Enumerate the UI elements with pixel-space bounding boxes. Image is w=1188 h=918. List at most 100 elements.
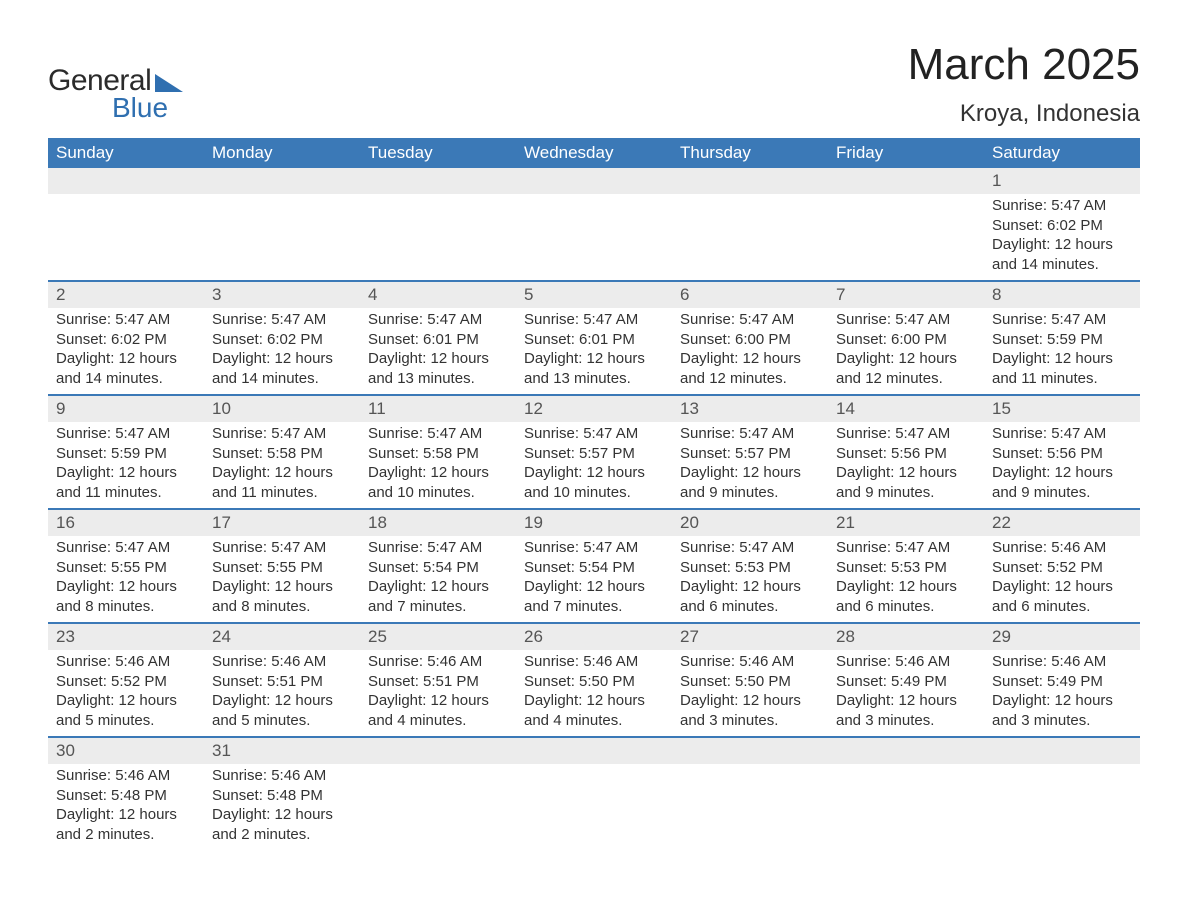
day1-text: Daylight: 12 hours — [992, 349, 1132, 369]
daynum-cell — [672, 737, 828, 764]
day-number: 20 — [672, 510, 828, 536]
day2-text: and 12 minutes. — [836, 369, 976, 389]
day2-text: and 6 minutes. — [836, 597, 976, 617]
day2-text: and 6 minutes. — [992, 597, 1132, 617]
sunrise-text: Sunrise: 5:46 AM — [680, 652, 820, 672]
detail-cell: Sunrise: 5:46 AMSunset: 5:51 PMDaylight:… — [360, 650, 516, 737]
detail-cell — [360, 764, 516, 850]
detail-cell: Sunrise: 5:46 AMSunset: 5:52 PMDaylight:… — [984, 536, 1140, 623]
brand-triangle-icon — [155, 74, 183, 92]
detail-row: Sunrise: 5:47 AMSunset: 6:02 PMDaylight:… — [48, 194, 1140, 281]
sunset-text: Sunset: 5:59 PM — [56, 444, 196, 464]
daynum-cell: 22 — [984, 509, 1140, 536]
daynum-cell: 18 — [360, 509, 516, 536]
sunrise-text: Sunrise: 5:47 AM — [680, 310, 820, 330]
day-number: 23 — [48, 624, 204, 650]
day1-text: Daylight: 12 hours — [836, 691, 976, 711]
day-number: 16 — [48, 510, 204, 536]
detail-cell — [516, 764, 672, 850]
day-number: 18 — [360, 510, 516, 536]
sunset-text: Sunset: 5:58 PM — [368, 444, 508, 464]
daynum-cell: 24 — [204, 623, 360, 650]
day2-text: and 11 minutes. — [212, 483, 352, 503]
detail-cell: Sunrise: 5:46 AMSunset: 5:50 PMDaylight:… — [672, 650, 828, 737]
day1-text: Daylight: 12 hours — [56, 349, 196, 369]
sunrise-text: Sunrise: 5:46 AM — [992, 652, 1132, 672]
sunset-text: Sunset: 5:50 PM — [680, 672, 820, 692]
header: General Blue March 2025 Kroya, Indonesia — [48, 40, 1140, 128]
detail-cell — [828, 764, 984, 850]
sunset-text: Sunset: 5:53 PM — [680, 558, 820, 578]
sunrise-text: Sunrise: 5:46 AM — [212, 652, 352, 672]
daynum-row: 16171819202122 — [48, 509, 1140, 536]
daynum-cell: 26 — [516, 623, 672, 650]
day2-text: and 12 minutes. — [680, 369, 820, 389]
day1-text: Daylight: 12 hours — [524, 349, 664, 369]
daynum-row: 1 — [48, 168, 1140, 194]
sunrise-text: Sunrise: 5:46 AM — [56, 652, 196, 672]
day1-text: Daylight: 12 hours — [56, 577, 196, 597]
sunset-text: Sunset: 5:58 PM — [212, 444, 352, 464]
day1-text: Daylight: 12 hours — [368, 349, 508, 369]
sunset-text: Sunset: 5:55 PM — [56, 558, 196, 578]
daynum-cell — [828, 737, 984, 764]
day-number: 28 — [828, 624, 984, 650]
day2-text: and 7 minutes. — [524, 597, 664, 617]
day1-text: Daylight: 12 hours — [680, 349, 820, 369]
daynum-cell: 20 — [672, 509, 828, 536]
day1-text: Daylight: 12 hours — [836, 463, 976, 483]
day-number: 19 — [516, 510, 672, 536]
sunrise-text: Sunrise: 5:47 AM — [368, 424, 508, 444]
col-thursday: Thursday — [672, 138, 828, 168]
daynum-cell: 17 — [204, 509, 360, 536]
col-friday: Friday — [828, 138, 984, 168]
sunset-text: Sunset: 5:57 PM — [524, 444, 664, 464]
day2-text: and 10 minutes. — [368, 483, 508, 503]
sunset-text: Sunset: 5:49 PM — [992, 672, 1132, 692]
day-number — [984, 738, 1140, 744]
day-number: 29 — [984, 624, 1140, 650]
detail-cell: Sunrise: 5:47 AMSunset: 5:53 PMDaylight:… — [828, 536, 984, 623]
sunrise-text: Sunrise: 5:47 AM — [524, 310, 664, 330]
day-number: 10 — [204, 396, 360, 422]
brand-part2: Blue — [112, 92, 168, 124]
sunrise-text: Sunrise: 5:47 AM — [992, 424, 1132, 444]
day1-text: Daylight: 12 hours — [368, 463, 508, 483]
col-tuesday: Tuesday — [360, 138, 516, 168]
detail-cell: Sunrise: 5:47 AMSunset: 5:55 PMDaylight:… — [48, 536, 204, 623]
daynum-cell: 11 — [360, 395, 516, 422]
sunrise-text: Sunrise: 5:47 AM — [680, 424, 820, 444]
daynum-cell — [984, 737, 1140, 764]
day1-text: Daylight: 12 hours — [212, 463, 352, 483]
day-number: 7 — [828, 282, 984, 308]
sunset-text: Sunset: 5:57 PM — [680, 444, 820, 464]
sunrise-text: Sunrise: 5:47 AM — [836, 424, 976, 444]
day1-text: Daylight: 12 hours — [680, 577, 820, 597]
sunset-text: Sunset: 5:48 PM — [212, 786, 352, 806]
day-number: 22 — [984, 510, 1140, 536]
daynum-cell: 30 — [48, 737, 204, 764]
day1-text: Daylight: 12 hours — [680, 691, 820, 711]
detail-cell: Sunrise: 5:47 AMSunset: 6:00 PMDaylight:… — [672, 308, 828, 395]
day1-text: Daylight: 12 hours — [836, 349, 976, 369]
day1-text: Daylight: 12 hours — [212, 577, 352, 597]
detail-cell: Sunrise: 5:46 AMSunset: 5:49 PMDaylight:… — [984, 650, 1140, 737]
day1-text: Daylight: 12 hours — [992, 235, 1132, 255]
daynum-row: 2345678 — [48, 281, 1140, 308]
sunset-text: Sunset: 5:56 PM — [836, 444, 976, 464]
sunrise-text: Sunrise: 5:47 AM — [212, 310, 352, 330]
detail-cell: Sunrise: 5:47 AMSunset: 5:55 PMDaylight:… — [204, 536, 360, 623]
day-number — [828, 738, 984, 744]
day2-text: and 8 minutes. — [212, 597, 352, 617]
sunrise-text: Sunrise: 5:47 AM — [992, 196, 1132, 216]
daynum-cell: 28 — [828, 623, 984, 650]
day-number — [828, 168, 984, 174]
daynum-cell — [672, 168, 828, 194]
daynum-cell: 2 — [48, 281, 204, 308]
detail-cell: Sunrise: 5:47 AMSunset: 5:58 PMDaylight:… — [204, 422, 360, 509]
day2-text: and 9 minutes. — [992, 483, 1132, 503]
day-number: 3 — [204, 282, 360, 308]
sunrise-text: Sunrise: 5:47 AM — [836, 310, 976, 330]
sunset-text: Sunset: 5:49 PM — [836, 672, 976, 692]
detail-cell: Sunrise: 5:47 AMSunset: 5:57 PMDaylight:… — [516, 422, 672, 509]
